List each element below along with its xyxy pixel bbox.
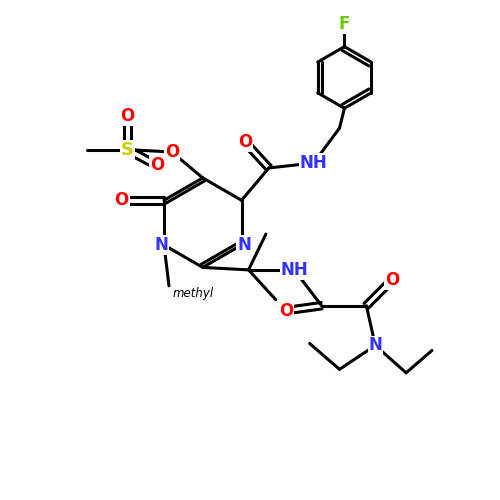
Text: NH: NH [280, 261, 308, 279]
Text: NH: NH [300, 154, 328, 172]
Text: O: O [385, 271, 400, 289]
Text: N: N [154, 236, 168, 254]
Text: methyl: methyl [173, 287, 214, 300]
Text: F: F [339, 16, 350, 34]
Text: O: O [238, 133, 252, 151]
Text: O: O [150, 156, 164, 174]
Text: O: O [120, 107, 134, 124]
Text: S: S [120, 140, 134, 158]
Text: N: N [237, 236, 251, 254]
Text: O: O [278, 302, 293, 320]
Text: O: O [165, 143, 179, 161]
Text: N: N [368, 336, 382, 354]
Text: O: O [114, 192, 129, 210]
